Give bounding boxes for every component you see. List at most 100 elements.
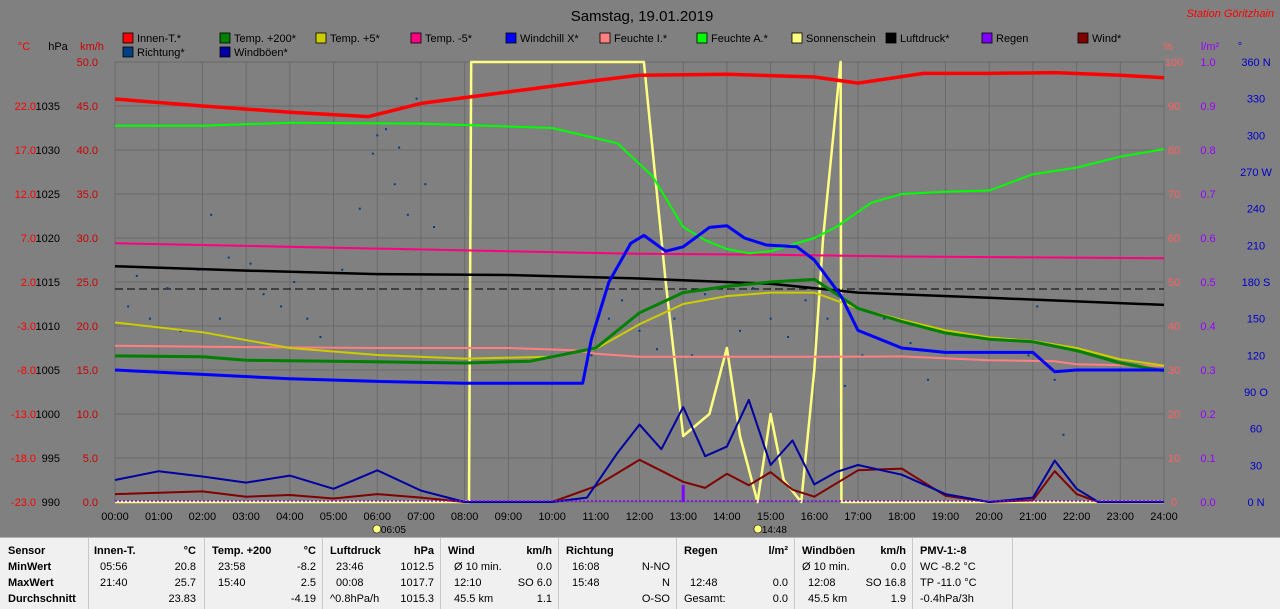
right-axis-tick-label: 90	[1168, 101, 1180, 113]
legend-swatch	[696, 32, 708, 44]
legend-label: Temp. -5*	[425, 33, 473, 45]
stats-time: 12:48	[690, 577, 718, 589]
left-axis-tick-label: 22.0	[15, 101, 36, 113]
left-axis-tick-label: 40.0	[77, 145, 98, 157]
stats-value: SO 16.8	[865, 577, 906, 589]
stats-value: 23.83	[168, 593, 196, 605]
richtung-point	[655, 348, 658, 351]
stats-value: 1017.7	[400, 577, 434, 589]
left-axis-tick-label: 17.0	[15, 145, 36, 157]
sunrise-time: 06:05	[381, 525, 406, 536]
right-axis-tick-label: 50	[1168, 277, 1180, 289]
left-axis-tick-label: 1030	[36, 145, 60, 157]
left-axis-tick-label: 20.0	[77, 321, 98, 333]
stats-value: O-SO	[641, 593, 670, 605]
richtung-point	[1062, 433, 1065, 436]
stats-time: ^0.8hPa/h	[330, 593, 380, 605]
x-axis-tick-label: 01:00	[145, 511, 173, 523]
right-axis-tick-label: 0.1	[1200, 453, 1215, 465]
regen-bar	[681, 485, 685, 502]
legend-label: Windböen*	[234, 47, 289, 59]
series-line	[114, 70, 1165, 119]
left-axis-tick-label: 0.0	[83, 497, 98, 509]
stats-time: 15:40	[218, 577, 246, 589]
richtung-point	[607, 317, 610, 320]
series-line	[114, 398, 1164, 503]
stats-time: Gesamt:	[684, 593, 726, 605]
richtung-point	[148, 317, 151, 320]
x-axis-tick-label: 04:00	[276, 511, 304, 523]
series-line	[115, 60, 1164, 504]
stats-innen-title: Innen-T.	[94, 545, 136, 557]
axes: °C 22.0 17.0 12.0 7.0 2.0 -3.0 -8.0 -13.0 -18.0 -2…	[11, 41, 1273, 509]
legend-swatch	[122, 32, 134, 44]
legend-label: Sonnenschein	[806, 33, 876, 45]
x-axis-tick-label: 11:00	[582, 511, 609, 523]
right-axis-tick-label: 60	[1250, 424, 1262, 436]
richtung-point	[826, 317, 829, 320]
stats-wind-title: Wind	[448, 545, 475, 557]
right-axis-tick-label: 40	[1168, 321, 1180, 333]
richtung-point	[843, 384, 846, 387]
station-name: Station Göritzhain	[1187, 8, 1274, 20]
left-axis-unit: hPa	[48, 41, 68, 53]
x-axis-tick-label: 13:00	[669, 511, 697, 523]
stats-time: Ø 10 min.	[454, 561, 502, 573]
right-axis-tick-label: 0.0	[1200, 497, 1215, 509]
stats-luftdruck-unit: hPa	[413, 545, 434, 557]
right-axis-tick-label: 80	[1168, 145, 1180, 157]
stats-regen-unit: l/m²	[768, 545, 788, 557]
right-axis-tick-label: 270 W	[1240, 167, 1272, 179]
richtung-point	[415, 97, 418, 100]
right-axis-tick-label: 0.9	[1200, 101, 1215, 113]
stats-value: WC -8.2 °C	[920, 561, 976, 573]
left-axis-tick-label: 10.0	[77, 409, 98, 421]
stats-time: 45.5 km	[454, 593, 494, 605]
stats-innen: Innen-T. °C 05:56 20.8 21:40 25.7 23.83	[88, 538, 205, 609]
right-axis-tick-label: 90 O	[1244, 387, 1268, 399]
series-line	[114, 224, 1164, 385]
stats-value: 0.0	[536, 561, 552, 573]
left-axis-tick-label: 1005	[36, 365, 60, 377]
sunset-icon	[753, 524, 763, 534]
right-axis-tick-label: 1.0	[1200, 57, 1215, 69]
stats-row-label: Durchschnitt	[8, 593, 76, 605]
x-axis-tick-label: 22:00	[1063, 511, 1091, 523]
x-axis-tick-label: 07:00	[407, 511, 435, 523]
x-axis-tick-label: 14:00	[713, 511, 741, 523]
legend-label: Feuchte A.*	[711, 33, 769, 45]
right-axis-tick-label: 30	[1168, 365, 1180, 377]
richtung-point	[179, 329, 182, 332]
x-axis-tick-label: 00:00	[101, 511, 129, 523]
richtung-point	[293, 281, 296, 283]
right-axis-tick-label: 0.8	[1200, 145, 1215, 157]
right-axis-tick-label: 0.3	[1200, 365, 1215, 377]
richtung-point	[376, 134, 379, 137]
right-axis-tick-label: 0.5	[1200, 277, 1215, 289]
series-line	[115, 121, 1165, 255]
sunset-time: 14:48	[762, 525, 787, 536]
legend-swatch	[981, 32, 993, 44]
stats-time: 15:48	[572, 577, 600, 589]
richtung-point	[739, 329, 742, 332]
left-axis-tick-label: 1010	[36, 321, 60, 333]
stats-value: -8.2	[297, 561, 316, 573]
richtung-point	[358, 207, 361, 210]
stats-wind-unit: km/h	[526, 545, 552, 557]
left-axis-tick-label: -13.0	[11, 409, 36, 421]
richtung-point	[306, 317, 309, 320]
x-axis-tick-label: 19:00	[932, 511, 960, 523]
left-axis-tick-label: 5.0	[83, 453, 98, 465]
right-axis-tick-label: 120	[1247, 350, 1265, 362]
left-axis-tick-label: 1035	[36, 101, 60, 113]
richtung-point	[341, 268, 344, 271]
left-axis-tick-label: -18.0	[11, 453, 36, 465]
sunrise-icon	[372, 524, 382, 534]
x-axis-tick-label: 05:00	[320, 511, 348, 523]
left-axis-tick-label: 30.0	[77, 233, 98, 245]
legend-swatch	[410, 32, 422, 44]
richtung-point	[909, 342, 912, 345]
left-axis-tick-label: -23.0	[11, 497, 36, 509]
legend-swatch	[599, 32, 611, 44]
right-axis-tick-label: 30	[1250, 460, 1262, 472]
